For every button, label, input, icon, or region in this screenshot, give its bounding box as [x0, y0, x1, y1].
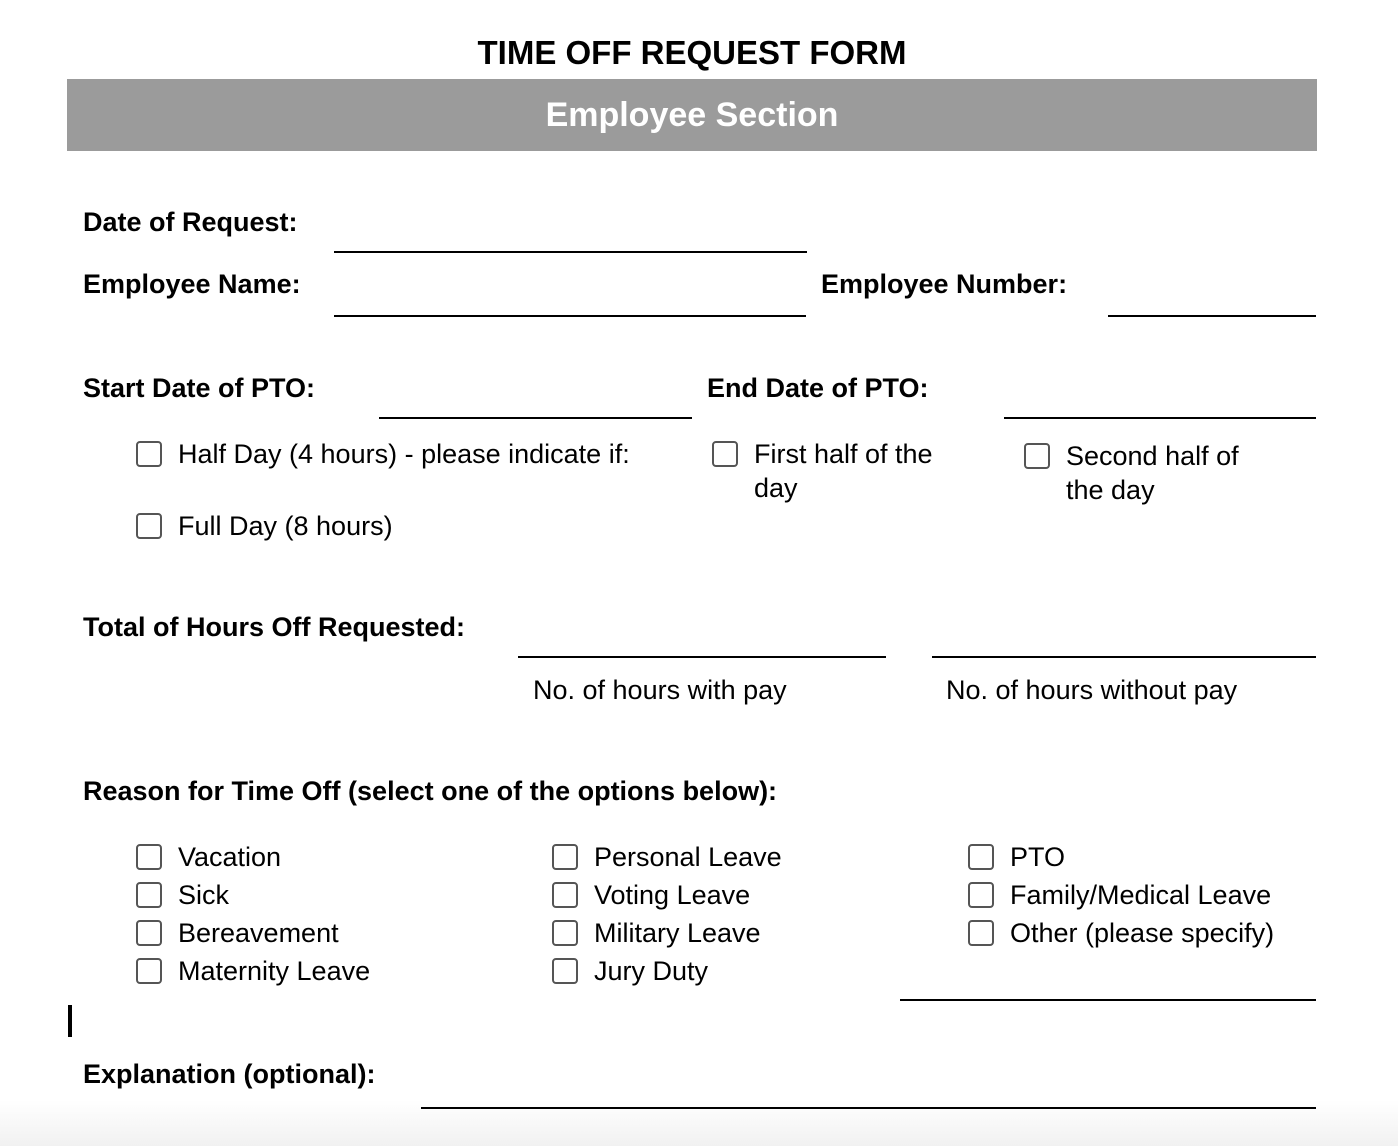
second-half-label-line2: the day [1066, 475, 1155, 505]
full-day-checkbox[interactable] [136, 513, 162, 539]
employee-name-label: Employee Name: [83, 269, 301, 299]
hours-with-pay-label: No. of hours with pay [533, 675, 787, 705]
employee-number-field[interactable] [1108, 315, 1316, 317]
reason-label: Sick [178, 880, 230, 910]
reason-checkbox[interactable] [968, 882, 994, 908]
reason-label: Reason for Time Off (select one of the o… [83, 776, 778, 806]
full-day-label: Full Day (8 hours) [178, 511, 393, 541]
reason-checkbox[interactable] [136, 958, 162, 984]
text-cursor [68, 1005, 72, 1037]
hours-with-pay-field[interactable] [518, 656, 886, 658]
date-of-request-label: Date of Request: [83, 207, 298, 237]
end-date-label: End Date of PTO: [707, 373, 929, 403]
employee-number-label: Employee Number: [821, 269, 1068, 299]
first-half-label-line2: day [754, 473, 798, 503]
hours-without-pay-field[interactable] [932, 656, 1316, 658]
second-half-checkbox[interactable] [1024, 443, 1050, 469]
reason-checkbox[interactable] [968, 920, 994, 946]
explanation-label: Explanation (optional): [83, 1059, 376, 1089]
reason-label: Maternity Leave [178, 956, 371, 986]
reason-checkbox[interactable] [552, 920, 578, 946]
form-title: TIME OFF REQUEST FORM [477, 34, 907, 71]
first-half-checkbox[interactable] [712, 441, 738, 467]
date-of-request-field[interactable] [334, 251, 807, 253]
reason-checkbox[interactable] [968, 844, 994, 870]
reason-checkbox[interactable] [136, 920, 162, 946]
explanation-field[interactable] [421, 1107, 1316, 1109]
reason-label: Voting Leave [594, 880, 751, 910]
first-half-label-line1: First half of the [754, 439, 933, 469]
start-date-label: Start Date of PTO: [83, 373, 316, 403]
employee-name-field[interactable] [334, 315, 806, 317]
reason-label: Personal Leave [594, 842, 782, 872]
second-half-label-line1: Second half of [1066, 441, 1239, 471]
reason-label: Military Leave [594, 918, 761, 948]
reason-checkbox[interactable] [136, 844, 162, 870]
reason-label: Family/Medical Leave [1010, 880, 1272, 910]
reason-label: Other (please specify) [1010, 918, 1275, 948]
half-day-checkbox[interactable] [136, 441, 162, 467]
hours-without-pay-label: No. of hours without pay [946, 675, 1238, 705]
reason-checkbox[interactable] [552, 882, 578, 908]
reason-label: Vacation [178, 842, 282, 872]
total-hours-label: Total of Hours Off Requested: [83, 612, 465, 642]
end-date-field[interactable] [1004, 417, 1316, 419]
reason-label: Bereavement [178, 918, 339, 948]
reason-checkbox[interactable] [552, 958, 578, 984]
section-banner: Employee Section [67, 79, 1317, 151]
reason-checkbox[interactable] [136, 882, 162, 908]
reason-label: PTO [1010, 842, 1066, 872]
half-day-label: Half Day (4 hours) - please indicate if: [178, 439, 630, 469]
reason-label: Jury Duty [594, 956, 709, 986]
other-specify-field[interactable] [900, 999, 1316, 1001]
reason-checkbox[interactable] [552, 844, 578, 870]
start-date-field[interactable] [379, 417, 692, 419]
